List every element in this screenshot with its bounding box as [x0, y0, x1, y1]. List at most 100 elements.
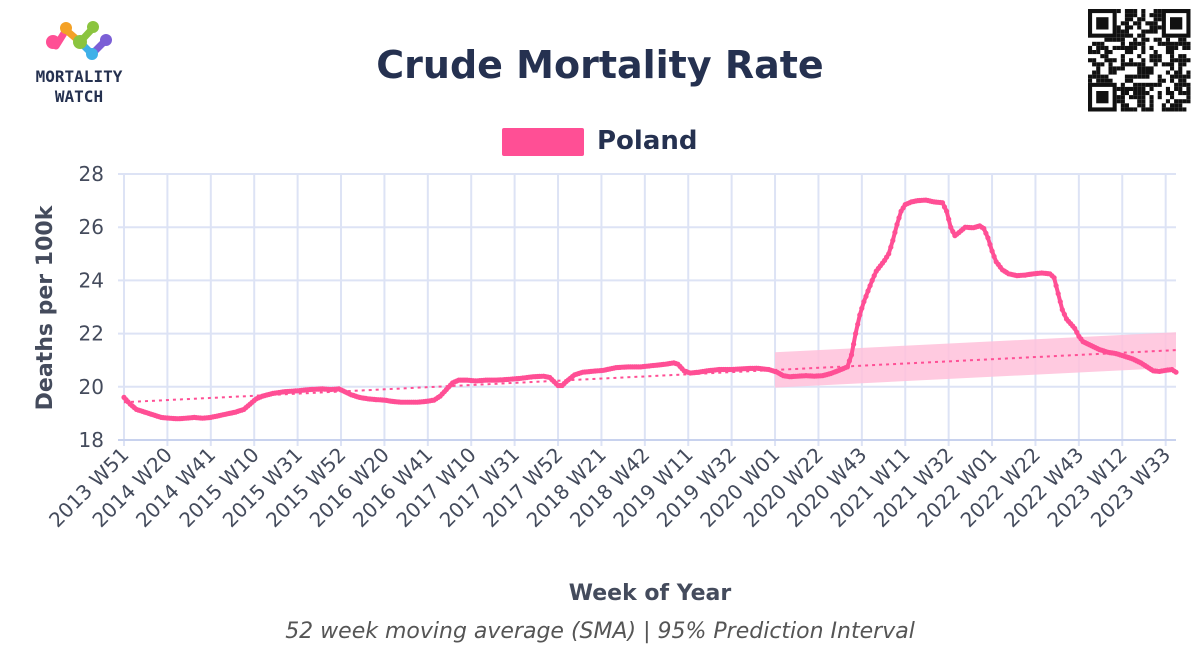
qr-module-263	[1120, 107, 1125, 112]
qr-module-251	[1178, 99, 1183, 104]
qr-module-63	[1120, 41, 1125, 46]
qr-module-50	[1116, 37, 1121, 42]
qr-module-168	[1186, 70, 1191, 75]
qr-module-58	[1178, 37, 1183, 42]
qr-module-275	[1182, 107, 1187, 112]
qr-module-126	[1174, 58, 1179, 63]
qr-module-41	[1116, 33, 1121, 38]
qr-module-52	[1133, 37, 1138, 42]
qr-module-38	[1145, 29, 1150, 34]
qr-module-259	[1161, 103, 1166, 108]
data-point-399	[946, 216, 952, 222]
qr-module-174	[1124, 74, 1129, 79]
qr-module-206	[1174, 82, 1179, 87]
qr-module-12	[1153, 13, 1158, 18]
qr-module-145	[1182, 62, 1187, 67]
qr-module-235	[1120, 95, 1125, 100]
qr-module-110	[1157, 54, 1162, 59]
qr-module-187	[1096, 78, 1101, 83]
qr-module-34	[1116, 29, 1121, 34]
qr-module-17	[1141, 17, 1146, 22]
qr-module-67	[1141, 41, 1146, 46]
qr-module-54	[1145, 37, 1150, 42]
qr-module-271	[1165, 107, 1170, 112]
qr-module-61	[1096, 41, 1101, 46]
qr-module-253	[1186, 99, 1191, 104]
chart-title: Crude Mortality Rate	[376, 43, 823, 87]
qr-module-105	[1104, 54, 1109, 59]
qr-module-1	[1124, 9, 1129, 14]
qr-module-80	[1112, 45, 1117, 50]
qr-module-89	[1170, 45, 1175, 50]
qr-module-103	[1170, 50, 1175, 55]
qr-module-229	[1165, 91, 1170, 96]
qr-module-32	[1153, 25, 1158, 30]
qr-module-96	[1104, 50, 1109, 55]
qr-module-268	[1145, 107, 1150, 112]
qr-module-205	[1157, 82, 1162, 87]
qr-module-175	[1129, 74, 1134, 79]
qr-module-148	[1112, 66, 1117, 71]
qr-module-144	[1178, 62, 1183, 67]
data-point-360	[865, 288, 871, 294]
data-point-356	[857, 312, 863, 318]
qr-module-99	[1129, 50, 1134, 55]
qr-finder-outer-2	[1088, 82, 1117, 112]
qr-module-228	[1157, 91, 1162, 96]
qr-module-104	[1100, 54, 1105, 59]
qr-module-100	[1141, 50, 1146, 55]
qr-module-22	[1133, 21, 1138, 26]
data-point-350	[844, 364, 851, 370]
qr-module-40	[1153, 29, 1158, 34]
data-point-371	[888, 244, 894, 250]
qr-module-173	[1104, 74, 1109, 79]
data-point-452	[1055, 291, 1061, 297]
qr-module-200	[1137, 82, 1142, 87]
qr-finder-inner-0	[1096, 17, 1109, 30]
qr-module-73	[1178, 41, 1183, 46]
qr-module-117	[1108, 58, 1113, 63]
qr-module-272	[1170, 107, 1175, 112]
qr-module-2	[1129, 9, 1134, 14]
qr-module-197	[1182, 78, 1187, 83]
qr-module-204	[1153, 82, 1158, 87]
chart-subtitle: 52 week moving average (SMA) | 95% Predi…	[285, 619, 915, 644]
qr-module-155	[1170, 66, 1175, 71]
qr-module-166	[1174, 70, 1179, 75]
qr-module-51	[1120, 37, 1125, 42]
data-point-460	[1072, 325, 1078, 331]
data-point-400	[948, 224, 954, 230]
qr-module-62	[1100, 41, 1105, 46]
qr-module-201	[1141, 82, 1146, 87]
qr-module-232	[1182, 91, 1187, 96]
legend[interactable]: Poland	[502, 126, 698, 156]
qr-module-94	[1092, 50, 1097, 55]
qr-module-118	[1112, 58, 1117, 63]
qr-module-5	[1153, 9, 1158, 14]
data-point-361	[867, 283, 873, 289]
qr-module-164	[1149, 70, 1154, 75]
qr-module-132	[1100, 62, 1105, 67]
qr-module-82	[1120, 45, 1125, 50]
data-point-461	[1074, 329, 1080, 335]
qr-module-162	[1141, 70, 1146, 75]
qr-module-87	[1149, 45, 1154, 50]
data-point-451	[1053, 283, 1059, 289]
qr-module-109	[1153, 54, 1158, 59]
trend-line	[123, 349, 1177, 404]
qr-module-65	[1133, 41, 1138, 46]
qr-module-106	[1120, 54, 1125, 59]
qr-module-36	[1124, 29, 1129, 34]
qr-module-11	[1149, 13, 1154, 18]
qr-module-137	[1133, 62, 1138, 67]
qr-module-76	[1088, 45, 1093, 50]
qr-module-95	[1096, 50, 1101, 55]
qr-module-91	[1182, 45, 1187, 50]
qr-module-111	[1170, 54, 1175, 59]
trend-dotted-line	[123, 349, 1177, 404]
qr-module-28	[1124, 25, 1129, 30]
qr-module-180	[1157, 74, 1162, 79]
qr-module-35	[1120, 29, 1125, 34]
qr-module-24	[1145, 21, 1150, 26]
